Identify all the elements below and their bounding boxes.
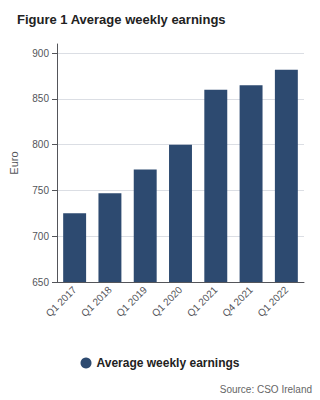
svg-text:Figure 1 Average weekly earnin: Figure 1 Average weekly earnings bbox=[17, 12, 226, 27]
svg-text:850: 850 bbox=[32, 93, 49, 104]
svg-text:Source: CSO Ireland: Source: CSO Ireland bbox=[220, 384, 312, 395]
svg-text:900: 900 bbox=[32, 48, 49, 59]
svg-text:Q1 2018: Q1 2018 bbox=[79, 284, 114, 319]
svg-text:800: 800 bbox=[32, 139, 49, 150]
svg-text:750: 750 bbox=[32, 185, 49, 196]
svg-text:Q1 2020: Q1 2020 bbox=[150, 284, 185, 319]
svg-text:Euro: Euro bbox=[8, 151, 20, 174]
svg-text:Q1 2022: Q1 2022 bbox=[255, 284, 290, 319]
svg-text:Q1 2017: Q1 2017 bbox=[44, 284, 79, 319]
svg-text:700: 700 bbox=[32, 231, 49, 242]
svg-text:Q4 2021: Q4 2021 bbox=[220, 284, 255, 319]
svg-text:Average weekly earnings: Average weekly earnings bbox=[97, 356, 240, 370]
svg-text:Q1 2021: Q1 2021 bbox=[185, 284, 220, 319]
svg-text:Q1 2019: Q1 2019 bbox=[114, 284, 149, 319]
svg-text:650: 650 bbox=[32, 277, 49, 288]
